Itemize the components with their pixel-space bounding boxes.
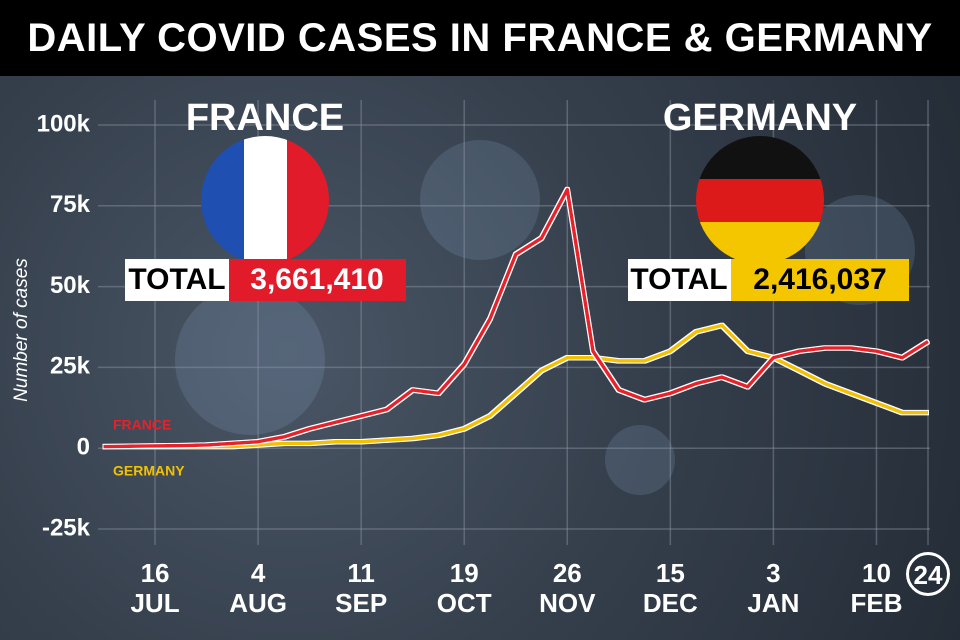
x-tick-label: 24: [906, 552, 950, 596]
y-tick-label: 25k: [50, 353, 91, 380]
total-label: TOTAL: [630, 263, 727, 296]
x-tick-label: 10 FEB: [850, 558, 903, 618]
y-axis-title: Number of cases: [11, 258, 32, 402]
total-box: [125, 259, 229, 301]
total-value: 3,661,410: [250, 263, 383, 296]
y-tick-label: 75k: [50, 191, 91, 218]
total-box: [229, 259, 406, 301]
y-tick-label: -25k: [42, 514, 91, 541]
total-value: 2,416,037: [753, 263, 886, 296]
annotation-heading: GERMANY: [663, 97, 857, 139]
x-tick-label: 19 OCT: [436, 558, 492, 618]
x-tick-label: 15 DEC: [642, 558, 698, 618]
chart-title: DAILY COVID CASES IN FRANCE & GERMANY: [0, 0, 960, 76]
x-tick-label: 26 NOV: [539, 558, 596, 618]
y-tick-label: 0: [77, 434, 90, 461]
x-tick-label: 11 SEP: [335, 558, 388, 618]
y-tick-label: 100k: [37, 110, 91, 137]
total-label: TOTAL: [128, 263, 225, 296]
x-tick-label: 3 JAN: [747, 558, 800, 618]
x-tick-label: 16 JUL: [130, 558, 180, 618]
series-line: [103, 323, 928, 449]
x-tick-label: 4 AUG: [229, 558, 287, 618]
y-tick-label: 50k: [50, 272, 91, 299]
total-box: [731, 259, 909, 301]
legend-label: GERMANY: [113, 463, 185, 479]
annotation-heading: FRANCE: [186, 97, 344, 139]
legend-label: FRANCE: [113, 417, 171, 433]
total-box: [628, 259, 731, 301]
series-line: [103, 187, 929, 449]
